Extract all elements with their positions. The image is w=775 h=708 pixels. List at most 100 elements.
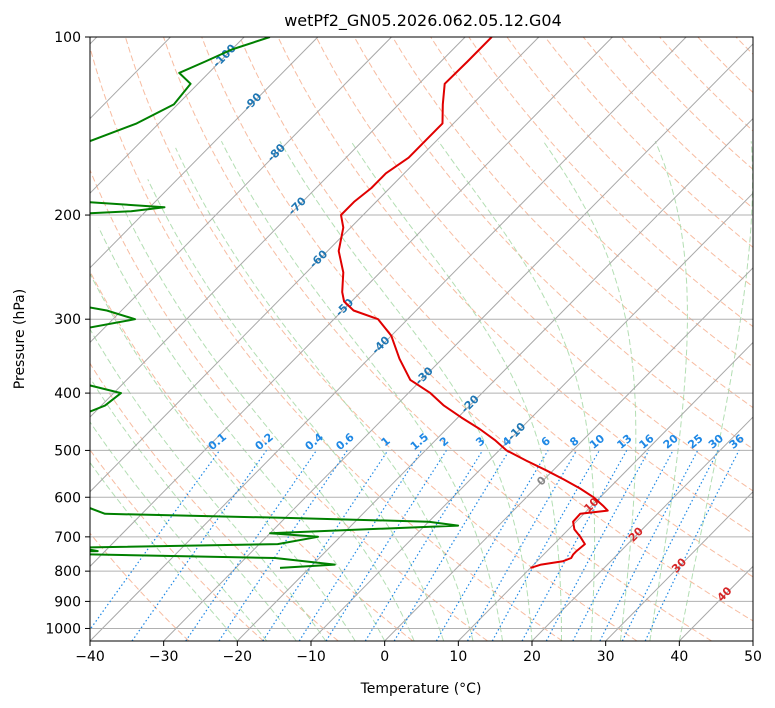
moist-adiabat-line (120, 201, 415, 641)
dry-adiabat-line (769, 32, 775, 641)
isotherm-line (90, 37, 540, 493)
isotherm-line (605, 491, 753, 641)
isotherm-line (384, 267, 753, 641)
pressure-gridlines (90, 37, 753, 629)
x-tick-label: 30 (597, 649, 615, 665)
mixing-ratio-line (185, 450, 317, 641)
mixing-ratio-label: 3 (473, 434, 487, 449)
y-axis-label: Pressure (hPa) (12, 289, 28, 389)
moist-adiabat-line (90, 461, 238, 641)
mixing-ratio-line (599, 450, 699, 641)
y-tick-label: 600 (54, 490, 81, 506)
y-tick-label: 1000 (45, 621, 81, 637)
moist-adiabat-line (90, 272, 356, 641)
isotherm-label: -90 (241, 90, 264, 113)
x-tick-label: 0 (380, 649, 389, 665)
dry-adiabat-line (124, 37, 638, 641)
plot-area: -100-90-80-70-60-50-40-30-20-10010203040… (90, 32, 775, 641)
mixing-ratio-label: 0.1 (206, 430, 229, 452)
x-tick-label: 10 (449, 649, 467, 665)
mixing-ratio-line (545, 450, 650, 641)
isotherm-line (531, 416, 753, 641)
isotherm-line (90, 37, 687, 641)
y-tick-label: 300 (54, 312, 81, 328)
mixing-ratio-lines (90, 450, 740, 641)
skewed-isotherms (90, 37, 753, 641)
mixing-ratio-line (325, 450, 447, 641)
isotherm-label: -100 (210, 41, 239, 70)
isotherm-label: -60 (307, 247, 330, 270)
y-tick-label: 900 (54, 594, 81, 610)
moist-adiabat-line (90, 421, 268, 641)
plot-frame (89, 36, 754, 642)
isotherm-line (90, 37, 392, 344)
mixing-ratio-label: 30 (706, 432, 726, 452)
mixing-ratio-line (364, 450, 484, 641)
dry-adiabat-line (90, 270, 414, 641)
y-tick-label: 800 (54, 564, 81, 580)
mixing-ratio-label: 6 (539, 434, 553, 449)
isotherm-line (310, 192, 753, 641)
isotherm-line (90, 37, 319, 269)
mixing-ratio-line (131, 450, 267, 641)
mixing-ratio-line (491, 450, 600, 641)
isotherm-line (90, 37, 466, 418)
mixing-ratio-label: 16 (637, 432, 657, 452)
dry-adiabat-line (506, 37, 753, 288)
isotherm-line (163, 43, 753, 641)
dry-adiabat-line (90, 448, 264, 641)
mixing-ratio-label: 0.6 (333, 430, 357, 453)
dry-adiabat-line (90, 532, 190, 641)
x-tick-label: 20 (523, 649, 541, 665)
x-tick-label: −10 (296, 649, 326, 665)
mixing-ratio-line (572, 450, 674, 641)
mixing-ratio-label: 1.5 (408, 431, 431, 453)
x-tick-label: 50 (744, 649, 762, 665)
mixing-ratio-line (298, 450, 423, 641)
isotherm-label: 20 (626, 524, 646, 544)
isotherm-label: -70 (286, 194, 309, 217)
dry-adiabat-line (582, 37, 753, 209)
y-tick-label: 700 (54, 530, 81, 546)
isotherm-line (752, 640, 753, 641)
moist-adiabat-line (98, 227, 386, 641)
series-lines (90, 37, 609, 569)
y-axis-ticks: 100 200 300 400 500 600 700 800 900 1000 (45, 30, 90, 637)
moist-adiabat-line (90, 328, 327, 641)
dry-adiabat-line (277, 37, 753, 535)
x-axis-ticks: −40 −30 −20 −10 0 10 20 30 40 50 (75, 641, 762, 665)
chart-title: wetPf2_GN05.2026.062.05.12.G04 (284, 11, 562, 31)
temperature-line (337, 37, 609, 569)
dewpoint-line (90, 37, 460, 569)
moist-adiabat-line (90, 376, 297, 641)
dry-adiabat-line (90, 362, 339, 641)
y-tick-label: 500 (54, 443, 81, 459)
mixing-ratio-label: 1 (379, 434, 393, 449)
y-tick-label: 100 (54, 30, 81, 46)
dry-adiabats (90, 32, 775, 641)
dry-adiabat-line (239, 37, 753, 578)
x-tick-label: 40 (670, 649, 688, 665)
mixing-ratio-label: 25 (685, 432, 705, 452)
dry-adiabat-line (697, 37, 753, 94)
mixing-ratio-line (621, 450, 719, 641)
mixing-ratio-line (90, 450, 221, 631)
moist-adiabat-line (175, 147, 474, 641)
dry-adiabat-line (162, 37, 712, 641)
mixing-ratio-line (218, 450, 348, 641)
dry-adiabat-line (90, 45, 563, 641)
y-tick-label: 200 (54, 208, 81, 224)
mixing-ratio-line (393, 450, 510, 641)
mixing-ratio-label: 0.4 (303, 430, 327, 453)
isotherm-line (90, 37, 613, 568)
x-tick-label: −40 (75, 649, 105, 665)
isotherm-line (236, 117, 753, 641)
isotherm-line (90, 37, 245, 194)
dry-adiabat-line (468, 37, 753, 328)
x-tick-label: −20 (223, 649, 253, 665)
isotherm-label: -20 (459, 392, 482, 415)
mixing-ratio-label: 8 (567, 434, 581, 449)
isotherm-line (457, 341, 753, 641)
dry-adiabat-line (658, 37, 753, 132)
